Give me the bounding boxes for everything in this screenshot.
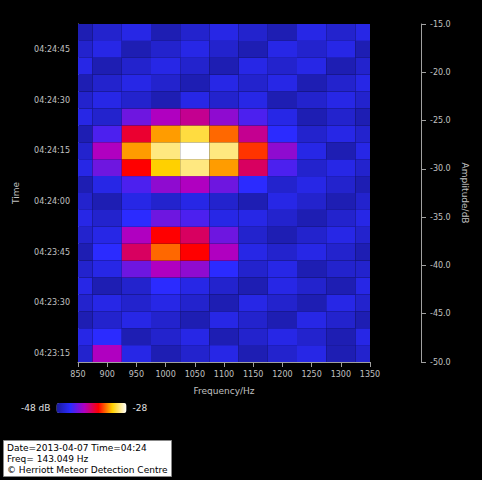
svg-text:04:23:30: 04:23:30	[34, 298, 70, 307]
svg-text:950: 950	[129, 370, 144, 379]
svg-text:04:24:15: 04:24:15	[34, 146, 70, 155]
svg-text:Freq= 143.049 Hz: Freq= 143.049 Hz	[7, 454, 89, 464]
svg-text:1250: 1250	[301, 370, 321, 379]
svg-text:900: 900	[100, 370, 115, 379]
svg-text:Frequency/Hz: Frequency/Hz	[193, 386, 254, 396]
svg-text:-40.0: -40.0	[430, 261, 451, 270]
svg-text:-20.0: -20.0	[430, 68, 451, 77]
svg-text:1100: 1100	[214, 370, 234, 379]
svg-text:04:24:45: 04:24:45	[34, 45, 70, 54]
svg-text:04:23:15: 04:23:15	[34, 349, 70, 358]
svg-text:-25.0: -25.0	[430, 116, 451, 125]
svg-text:1200: 1200	[272, 370, 292, 379]
svg-text:1000: 1000	[155, 370, 175, 379]
svg-text:-30.0: -30.0	[430, 164, 451, 173]
svg-text:-15.0: -15.0	[430, 20, 451, 29]
svg-text:1050: 1050	[185, 370, 205, 379]
svg-text:Date=2013-04-07 Time=04:24: Date=2013-04-07 Time=04:24	[7, 443, 147, 453]
svg-text:04:24:30: 04:24:30	[34, 96, 70, 105]
svg-text:04:23:45: 04:23:45	[34, 248, 70, 257]
svg-text:Time: Time	[11, 182, 21, 205]
svg-text:-35.0: -35.0	[430, 213, 451, 222]
svg-text:1300: 1300	[331, 370, 351, 379]
svg-text:1350: 1350	[360, 370, 380, 379]
svg-text:1150: 1150	[243, 370, 263, 379]
svg-text:-45.0: -45.0	[430, 309, 451, 318]
svg-text:Amplitude/dB: Amplitude/dB	[460, 162, 470, 223]
svg-text:-28: -28	[132, 403, 147, 413]
svg-text:© Herriott Meteor Detection Ce: © Herriott Meteor Detection Centre	[7, 465, 168, 475]
svg-text:850: 850	[70, 370, 85, 379]
svg-text:04:24:00: 04:24:00	[34, 197, 70, 206]
svg-text:-50.0: -50.0	[430, 358, 451, 367]
svg-text:-48 dB: -48 dB	[21, 403, 50, 413]
